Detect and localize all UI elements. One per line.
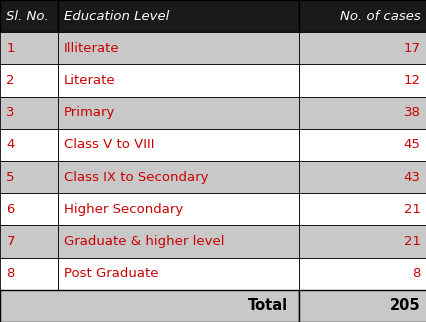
Bar [58,225,298,258]
Text: Primary: Primary [64,106,115,119]
Text: Literate: Literate [64,74,115,87]
Text: 21: 21 [403,203,420,216]
Bar [0,64,58,97]
Text: Illiterate: Illiterate [64,42,119,55]
Bar [298,0,426,32]
Text: 205: 205 [389,298,420,313]
Text: 2: 2 [6,74,15,87]
Text: Class V to VIII: Class V to VIII [64,138,154,151]
Bar [0,193,58,225]
Bar [298,161,426,193]
Text: Education Level: Education Level [64,10,169,23]
Bar [0,32,58,64]
Text: 8: 8 [411,267,420,280]
Bar [0,225,58,258]
Text: 6: 6 [6,203,15,216]
Text: 43: 43 [403,171,420,184]
Bar [0,258,58,290]
Text: 3: 3 [6,106,15,119]
Bar [298,258,426,290]
Text: No. of cases: No. of cases [339,10,420,23]
Text: Total: Total [248,298,288,313]
Bar [58,129,298,161]
Bar [58,193,298,225]
Bar [58,0,298,32]
Text: Higher Secondary: Higher Secondary [64,203,183,216]
Bar [58,161,298,193]
Text: 21: 21 [403,235,420,248]
Bar [0,129,58,161]
Bar [298,97,426,129]
Bar [298,32,426,64]
Text: 7: 7 [6,235,15,248]
Text: 1: 1 [6,42,15,55]
Text: Sl. No.: Sl. No. [6,10,49,23]
Bar [298,64,426,97]
Text: Post Graduate: Post Graduate [64,267,158,280]
Bar [298,225,426,258]
Text: 8: 8 [6,267,15,280]
Text: 38: 38 [403,106,420,119]
Text: Class IX to Secondary: Class IX to Secondary [64,171,208,184]
Text: 4: 4 [6,138,15,151]
Bar [0,97,58,129]
Bar [0,0,58,32]
Bar [298,193,426,225]
Bar [0,161,58,193]
Bar [58,258,298,290]
Bar [58,64,298,97]
Text: 17: 17 [403,42,420,55]
Bar [298,290,426,322]
Bar [298,129,426,161]
Text: 12: 12 [403,74,420,87]
Bar [58,97,298,129]
Bar [0,290,298,322]
Text: 45: 45 [403,138,420,151]
Bar [58,32,298,64]
Text: Graduate & higher level: Graduate & higher level [64,235,224,248]
Text: 5: 5 [6,171,15,184]
